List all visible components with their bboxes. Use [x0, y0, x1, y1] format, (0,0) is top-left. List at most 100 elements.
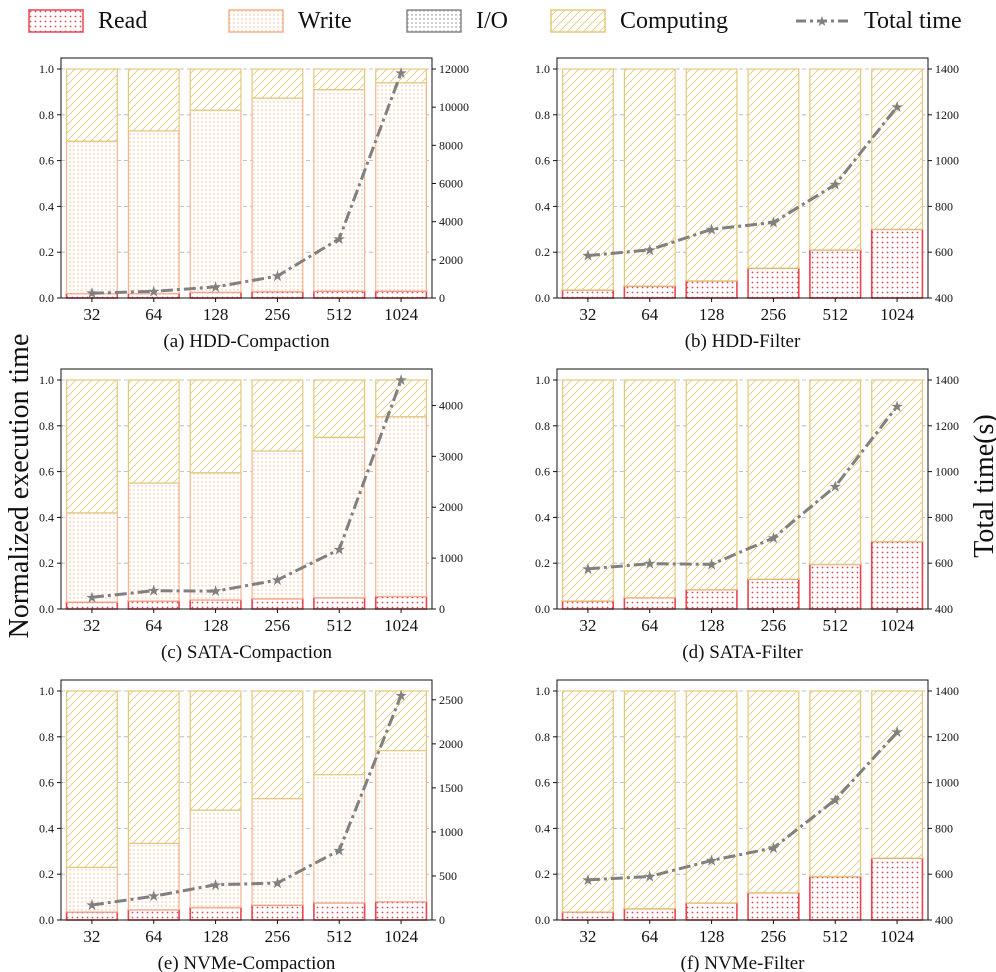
y2-tick-label: 3000 [439, 449, 463, 463]
x-tick-label: 32 [579, 927, 596, 946]
y-tick-label: 0.2 [535, 867, 550, 881]
y-tick-label: 0.8 [535, 108, 550, 122]
bar-write [313, 773, 366, 904]
legend-swatch-write [228, 9, 284, 33]
legend-swatch-read [28, 9, 84, 33]
y2-tick-label: 1400 [935, 62, 959, 76]
bar-computing [809, 690, 862, 878]
bar-computing [747, 690, 800, 894]
y-tick-label: 0.4 [39, 199, 54, 213]
bar-computing [871, 690, 924, 859]
panel-title: (a) HDD-Compaction [163, 331, 330, 352]
bar-read [747, 578, 800, 610]
bar-computing [375, 379, 428, 418]
total-time-point: ★ [829, 178, 842, 194]
bar-computing [189, 68, 242, 111]
bar-write [189, 472, 242, 601]
bar-computing [65, 68, 118, 142]
total-time-line [91, 379, 403, 599]
y2-tick-label: 400 [935, 291, 953, 305]
total-time-point: ★ [890, 100, 903, 116]
y-tick-label: 0.6 [39, 154, 54, 168]
y-tick-label: 0.0 [535, 913, 550, 927]
total-time-point: ★ [147, 584, 160, 600]
bar-computing [685, 68, 738, 282]
bar-write [65, 512, 118, 603]
panel-title: (d) SATA-Filter [682, 642, 803, 663]
bar-read [623, 907, 676, 921]
y2-tick-label: 0 [439, 602, 445, 616]
bar-computing [561, 379, 614, 602]
bar-write [313, 436, 366, 599]
y-tick-label: 1.0 [39, 373, 54, 387]
y-tick-label: 1.0 [535, 62, 550, 76]
total-time-point: ★ [705, 222, 718, 238]
x-tick-label: 1024 [384, 305, 419, 324]
svg-text:★: ★ [816, 15, 829, 30]
x-tick-label: 1024 [384, 927, 419, 946]
total-time-point: ★ [767, 531, 780, 547]
x-tick-label: 512 [823, 616, 849, 635]
legend-item-computing: Computing [550, 6, 728, 36]
total-time-line [587, 731, 899, 882]
x-tick-label: 64 [641, 305, 659, 324]
total-time-point: ★ [643, 243, 656, 259]
x-tick-label: 256 [265, 616, 291, 635]
total-time-point: ★ [271, 269, 284, 285]
x-tick-label: 32 [83, 305, 100, 324]
y-tick-label: 0.0 [39, 291, 54, 305]
y2-tick-label: 600 [935, 556, 953, 570]
total-time-line [587, 405, 899, 571]
bar-write [251, 97, 304, 293]
x-tick-label: 1024 [880, 305, 915, 324]
y2-tick-label: 4000 [439, 215, 463, 229]
bar-read [870, 540, 924, 610]
bar-write [127, 482, 180, 602]
total-time-point: ★ [271, 876, 284, 892]
y2-tick-label: 400 [935, 602, 953, 616]
total-time-point: ★ [890, 725, 903, 741]
panel-title: (c) SATA-Compaction [161, 642, 333, 663]
bar-computing [809, 379, 862, 565]
x-tick-label: 1024 [880, 927, 915, 946]
x-tick-label: 128 [203, 305, 229, 324]
bar-computing [871, 68, 924, 230]
y-tick-label: 0.0 [535, 602, 550, 616]
y-tick-label: 0.6 [535, 154, 550, 168]
bar-computing [127, 68, 180, 132]
bar-read [809, 875, 862, 921]
y-tick-label: 0.8 [535, 730, 550, 744]
bar-computing [251, 690, 304, 800]
total-time-point: ★ [767, 215, 780, 231]
y2-tick-label: 10000 [439, 100, 469, 114]
x-tick-label: 1024 [384, 616, 419, 635]
x-tick-label: 32 [579, 305, 596, 324]
bar-read [685, 902, 738, 921]
bar-computing [313, 379, 366, 438]
plot-frame [60, 368, 433, 610]
y2-tick-label: 12000 [439, 62, 469, 76]
total-time-point: ★ [643, 557, 656, 573]
bar-computing [747, 68, 800, 269]
y2-tick-label: 1000 [935, 776, 959, 790]
y2-tick-label: 500 [439, 869, 457, 883]
y2-tick-label: 1200 [935, 108, 959, 122]
bar-write [375, 749, 428, 903]
y2-tick-label: 0 [439, 913, 445, 927]
total-time-point: ★ [394, 373, 407, 389]
y2-tick-label: 8000 [439, 138, 463, 152]
x-tick-label: 32 [83, 927, 100, 946]
y2-tick-label: 600 [935, 867, 953, 881]
y2-tick-label: 1200 [935, 730, 959, 744]
x-tick-label: 256 [761, 616, 787, 635]
legend-label-write: Write [298, 7, 352, 34]
total-time-point: ★ [643, 869, 656, 885]
legend-swatch-computing [550, 9, 606, 33]
plot-frame [556, 57, 929, 299]
y-tick-label: 0.2 [535, 245, 550, 259]
bar-read [747, 267, 800, 299]
y2-tick-label: 1000 [935, 154, 959, 168]
